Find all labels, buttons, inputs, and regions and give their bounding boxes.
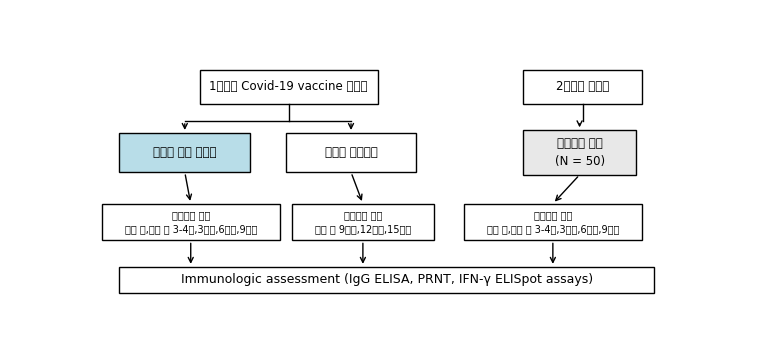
Text: 1차년도 Covid-19 vaccine 코호트: 1차년도 Covid-19 vaccine 코호트 [209, 80, 368, 93]
Text: 혈액검체 채취
접종 전,접종 후 3-4주,3개월,6개월,9개월: 혈액검체 채취 접종 전,접종 후 3-4주,3개월,6개월,9개월 [125, 210, 257, 234]
FancyBboxPatch shape [286, 133, 417, 172]
FancyBboxPatch shape [523, 130, 636, 175]
FancyBboxPatch shape [119, 267, 654, 293]
FancyBboxPatch shape [464, 204, 642, 240]
Text: 혈액검체 채취
접종 후 9개월,12개월,15개월: 혈액검체 채취 접종 후 9개월,12개월,15개월 [315, 210, 411, 234]
Text: 부스터 백신 접종자: 부스터 백신 접종자 [153, 146, 217, 159]
FancyBboxPatch shape [102, 204, 280, 240]
Text: 2차년도 코호트: 2차년도 코호트 [556, 80, 609, 93]
Text: Immunologic assessment (IgG ELISA, PRNT, IFN-γ ELISpot assays): Immunologic assessment (IgG ELISA, PRNT,… [181, 273, 593, 286]
FancyBboxPatch shape [119, 133, 250, 172]
Text: 부스터 미접종자: 부스터 미접종자 [325, 146, 378, 159]
Text: 노바백스 백신
(N = 50): 노바백스 백신 (N = 50) [555, 137, 604, 168]
FancyBboxPatch shape [292, 204, 434, 240]
Text: 혈액검체 채취
접종 전,접종 후 3-4주,3개월,6개월,9개월: 혈액검체 채취 접종 전,접종 후 3-4주,3개월,6개월,9개월 [486, 210, 619, 234]
FancyBboxPatch shape [523, 70, 642, 104]
FancyBboxPatch shape [200, 70, 378, 104]
